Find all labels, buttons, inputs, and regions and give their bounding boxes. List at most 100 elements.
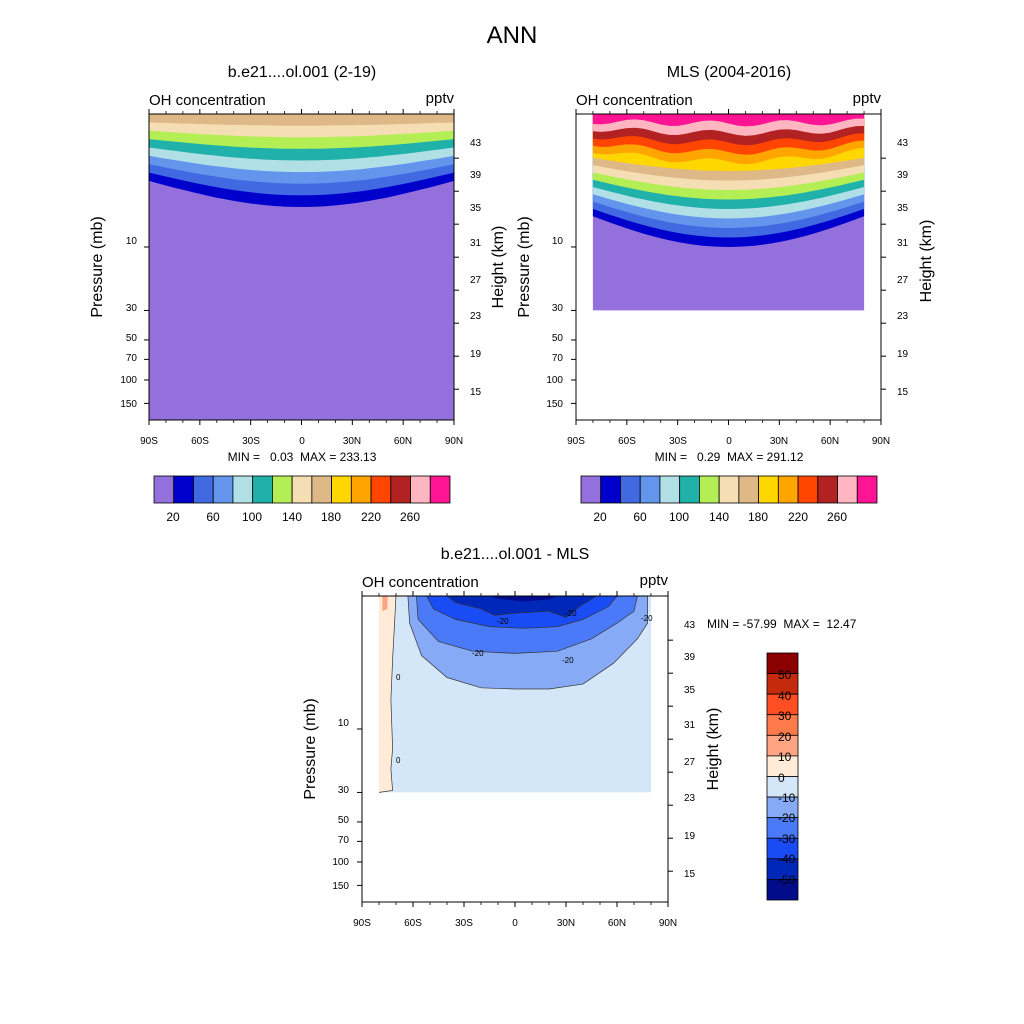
contour-band <box>379 596 396 793</box>
contour-label: -20 <box>565 609 577 618</box>
pressure-tick-label: 30 <box>338 785 350 796</box>
contour-label: -20 <box>472 649 484 658</box>
colorbar-swatch <box>620 475 641 504</box>
height-tick-label: 19 <box>897 349 909 360</box>
height-tick-label: 15 <box>470 387 482 398</box>
colorbar-swatch <box>837 475 858 504</box>
height-tick-label: 35 <box>684 685 696 696</box>
panel-mls-units: pptv <box>853 90 882 107</box>
x-tick-label: 60N <box>608 918 626 929</box>
panel-diff-minmax: MIN = -57.99 MAX = 12.47 <box>707 617 857 631</box>
colorbar-swatch <box>153 475 175 504</box>
panel-mls-tick-marks <box>571 109 886 425</box>
panel-diff-contour-fill <box>379 596 651 793</box>
panel-model-pressure-axis: 10 30 50 70 100 150 <box>120 236 137 410</box>
contour-label: 0 <box>396 673 401 682</box>
x-tick-label: 60S <box>404 918 422 929</box>
colorbar-label: 140 <box>282 510 302 524</box>
colorbar-swatch <box>718 475 740 504</box>
x-tick-label: 30N <box>770 436 788 447</box>
colorbar-label: 30 <box>778 709 792 723</box>
height-tick-label: 15 <box>684 869 696 880</box>
colorbar-swatch <box>390 475 411 504</box>
height-tick-label: 31 <box>470 238 482 249</box>
colorbar-swatch <box>817 475 838 504</box>
pressure-tick-label: 70 <box>338 835 350 846</box>
panel-mls-title: MLS (2004-2016) <box>667 64 792 81</box>
x-tick-label: 60S <box>191 436 209 447</box>
figure-title: ANN <box>487 22 538 49</box>
pressure-tick-label: 10 <box>126 236 138 247</box>
panel-model-height-axis: 43 39 35 31 27 23 19 15 <box>470 138 482 398</box>
panel-diff: b.e21....ol.001 - MLS OH concentration p… <box>302 546 857 929</box>
panel-model-colorbar-labels: 20 60 100 140 180 220 260 <box>166 510 420 524</box>
pressure-tick-label: 150 <box>546 399 563 410</box>
pressure-tick-label: 100 <box>546 375 563 386</box>
height-tick-label: 31 <box>897 238 909 249</box>
x-tick-label: 0 <box>726 436 732 447</box>
pressure-tick-label: 100 <box>332 857 349 868</box>
pressure-tick-label: 30 <box>552 303 564 314</box>
x-tick-label: 90N <box>445 436 463 447</box>
colorbar-swatch <box>679 475 700 504</box>
height-tick-label: 35 <box>897 203 909 214</box>
contour-band <box>592 114 865 127</box>
panel-model-ylabel: Pressure (mb) <box>89 216 106 317</box>
panel-mls-ylabel-right: Height (km) <box>918 220 935 303</box>
colorbar-label: 20 <box>778 730 792 744</box>
panel-diff-ylabel-right: Height (km) <box>705 708 722 791</box>
panel-model-tick-marks <box>144 109 459 425</box>
x-tick-label: 60N <box>821 436 839 447</box>
panel-diff-units: pptv <box>640 572 669 589</box>
contour-band <box>149 114 454 126</box>
colorbar-swatch <box>173 475 194 504</box>
colorbar-label: -50 <box>778 873 796 887</box>
height-tick-label: 43 <box>897 138 909 149</box>
x-tick-label: 60S <box>618 436 636 447</box>
colorbar-swatch <box>766 879 799 901</box>
colorbar-label: 140 <box>709 510 729 524</box>
colorbar-label: 60 <box>206 510 220 524</box>
pressure-tick-label: 30 <box>126 303 138 314</box>
x-tick-label: 0 <box>512 918 518 929</box>
colorbar-swatch <box>797 475 819 504</box>
panel-mls-minmax: MIN = 0.29 MAX = 291.12 <box>655 450 804 464</box>
panel-diff-colorbar <box>766 652 799 901</box>
colorbar-swatch <box>193 475 214 504</box>
panel-model-colorbar <box>153 475 451 504</box>
height-tick-label: 19 <box>470 349 482 360</box>
colorbar-label: 180 <box>748 510 768 524</box>
colorbar-label: 100 <box>242 510 262 524</box>
panel-mls-contour-fill <box>592 114 865 311</box>
colorbar-swatch <box>659 475 681 504</box>
panel-diff-height-axis: 43 39 35 31 27 23 19 15 <box>684 620 696 880</box>
panel-mls-height-axis: 43 39 35 31 27 23 19 15 <box>897 138 909 398</box>
panel-mls-ylabel: Pressure (mb) <box>516 216 533 317</box>
colorbar-label: 260 <box>400 510 420 524</box>
panel-diff-x-axis: 90S 60S 30S 0 30N 60N 90N <box>353 918 677 929</box>
contour-line <box>446 595 597 618</box>
height-tick-label: 23 <box>684 793 696 804</box>
panel-model-left-label: OH concentration <box>149 92 266 109</box>
height-tick-label: 39 <box>470 170 482 181</box>
panel-mls-x-axis: 90S 60S 30S 0 30N 60N 90N <box>567 436 890 447</box>
panel-model-x-axis: 90S 60S 30S 0 30N 60N 90N <box>140 436 463 447</box>
pressure-tick-label: 50 <box>552 333 564 344</box>
contour-band <box>382 596 388 612</box>
colorbar-label: -20 <box>778 811 796 825</box>
pressure-tick-label: 70 <box>126 353 138 364</box>
contour-band <box>447 596 597 618</box>
colorbar-label: 220 <box>788 510 808 524</box>
height-tick-label: 43 <box>470 138 482 149</box>
contour-band <box>489 596 558 602</box>
x-tick-label: 60N <box>394 436 412 447</box>
pressure-tick-label: 150 <box>120 399 137 410</box>
panel-diff-left-label: OH concentration <box>362 574 479 591</box>
x-tick-label: 90S <box>353 918 371 929</box>
panel-mls-left-label: OH concentration <box>576 92 693 109</box>
pressure-tick-label: 150 <box>332 881 349 892</box>
contour-label: -20 <box>497 617 509 626</box>
colorbar-swatch <box>370 475 392 504</box>
colorbar-swatch <box>777 475 799 504</box>
